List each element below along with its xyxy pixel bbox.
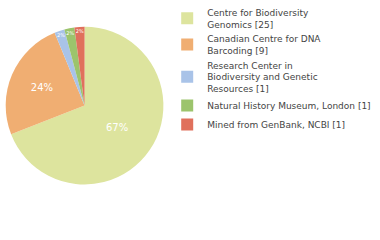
- svg-text:Research Center inBiodiversity: Research Center inBiodiversity and Genet…: [207, 61, 317, 94]
- svg-text:2%: 2%: [76, 28, 84, 34]
- svg-text:Canadian Centre for DNABarcodi: Canadian Centre for DNABarcoding [9]: [207, 34, 321, 56]
- svg-text:Centre for BiodiversityGenomic: Centre for BiodiversityGenomics [25]: [207, 8, 309, 30]
- svg-text:Natural History Museum, London: Natural History Museum, London [1]: [207, 101, 370, 111]
- svg-text:24%: 24%: [31, 82, 53, 93]
- svg-text:67%: 67%: [106, 122, 128, 133]
- svg-text:2%: 2%: [57, 32, 65, 38]
- svg-text:Mined from GenBank, NCBI [1]: Mined from GenBank, NCBI [1]: [207, 120, 345, 130]
- svg-text:2%: 2%: [66, 30, 74, 36]
